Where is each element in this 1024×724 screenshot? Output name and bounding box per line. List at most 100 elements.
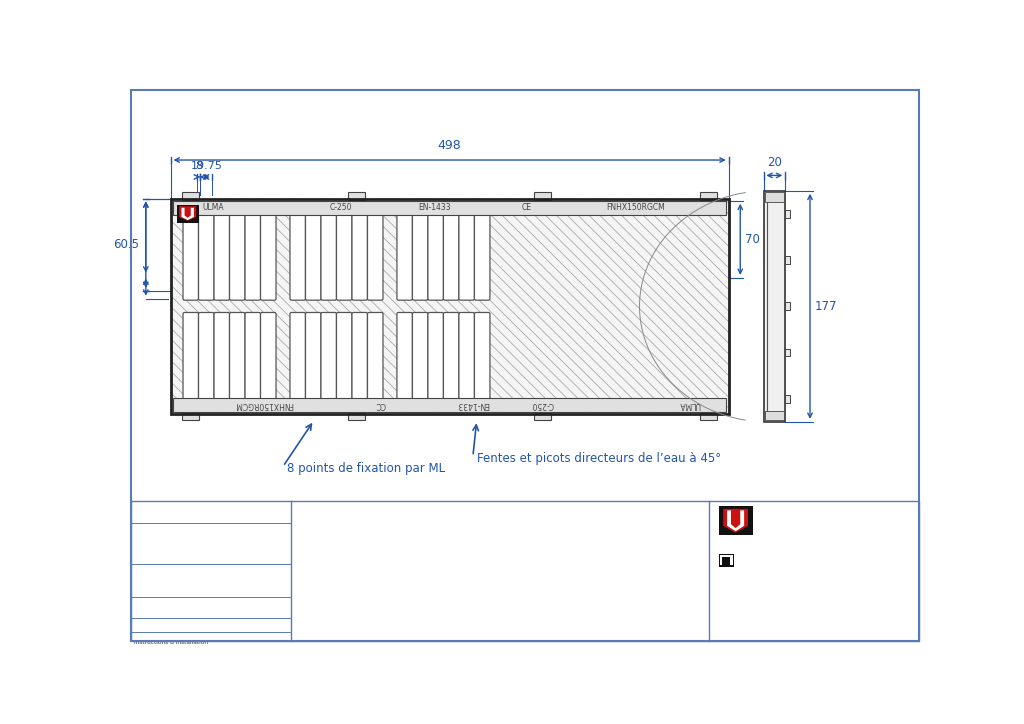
Text: EN-1433: EN-1433 — [418, 203, 451, 212]
Text: info@ulmaarchitectural.com: info@ulmaarchitectural.com — [719, 584, 838, 593]
Bar — [764, 191, 785, 422]
Text: Surface de captation: 391 cm²/ML.: Surface de captation: 391 cm²/ML. — [297, 591, 477, 601]
Text: EN-1433: EN-1433 — [457, 400, 489, 409]
FancyBboxPatch shape — [413, 212, 428, 300]
Text: FNHX150RGCM: FNHX150RGCM — [606, 203, 665, 212]
Text: DRAINAGE
SYSTEMS: DRAINAGE SYSTEMS — [737, 555, 777, 576]
FancyBboxPatch shape — [229, 212, 245, 300]
FancyBboxPatch shape — [459, 212, 474, 300]
Polygon shape — [727, 510, 744, 531]
Bar — [182, 193, 200, 200]
Text: Dernière révision disponible sur le site web
www.ulmaarchitectural.com: Dernière révision disponible sur le site… — [134, 620, 262, 632]
Bar — [131, 501, 919, 641]
FancyBboxPatch shape — [352, 313, 368, 400]
FancyBboxPatch shape — [245, 313, 260, 400]
Text: architectural.com: architectural.com — [736, 594, 816, 602]
FancyBboxPatch shape — [321, 212, 337, 300]
FancyBboxPatch shape — [183, 212, 199, 300]
Text: 8 points de fixation par ML: 8 points de fixation par ML — [287, 461, 445, 474]
Text: L’informations sur le produit représenté est seulement une
orientation et elle e: L’informations sur le produit représenté… — [134, 567, 309, 586]
Bar — [348, 193, 366, 200]
Text: Système de fixation sans vis Rapidlock®, avec 8 points de fixations par ML,: Système de fixation sans vis Rapidlock®,… — [297, 550, 693, 560]
Text: Description: Description — [297, 508, 378, 521]
Text: Pour plus d’informations, consultez les fiches techniques et
instructions d’inst: Pour plus d’informations, consultez les … — [134, 634, 309, 645]
FancyBboxPatch shape — [397, 212, 413, 300]
Bar — [765, 411, 783, 421]
Bar — [173, 201, 726, 215]
Bar — [535, 413, 551, 421]
FancyBboxPatch shape — [305, 313, 321, 400]
Text: 8: 8 — [195, 161, 202, 171]
FancyBboxPatch shape — [290, 313, 305, 400]
Text: En fonte ductile à graphite sphéroïdale , selon la norme NF EN 1563.: En fonte ductile à graphite sphéroïdale … — [297, 529, 655, 539]
FancyBboxPatch shape — [474, 212, 489, 300]
Bar — [535, 193, 551, 200]
Text: 177: 177 — [815, 300, 838, 313]
Text: avec possibilité de fixation boullonné.: avec possibilité de fixation boullonné. — [297, 560, 495, 571]
Text: ULMA Architectural Solutions se réserve le droit de modifier
sans préavis les sp: ULMA Architectural Solutions se réserve … — [134, 525, 311, 537]
FancyBboxPatch shape — [214, 313, 229, 400]
FancyBboxPatch shape — [413, 313, 428, 400]
Bar — [348, 413, 366, 421]
FancyBboxPatch shape — [428, 212, 443, 300]
Bar — [720, 555, 732, 565]
FancyBboxPatch shape — [459, 313, 474, 400]
Text: C-250: C-250 — [330, 203, 352, 212]
FancyBboxPatch shape — [428, 313, 443, 400]
Bar — [700, 193, 717, 200]
Polygon shape — [179, 206, 197, 221]
Text: ARCHITECTURAL: ARCHITECTURAL — [719, 541, 795, 550]
FancyBboxPatch shape — [443, 212, 459, 300]
FancyBboxPatch shape — [290, 212, 305, 300]
Text: Grille nervurée antidérapante référence FNHX150RGCM.: Grille nervurée antidérapante référence … — [297, 518, 592, 529]
Text: Classe de résistance C250, selon la norme NF EN 1433.: Classe de résistance C250, selon la norm… — [297, 539, 587, 549]
Text: ULMA: ULMA — [758, 506, 851, 534]
FancyBboxPatch shape — [368, 313, 383, 400]
Bar — [765, 193, 783, 201]
Text: 19.75: 19.75 — [190, 161, 222, 171]
Bar — [182, 413, 200, 421]
Bar — [785, 349, 790, 356]
FancyBboxPatch shape — [474, 313, 489, 400]
FancyBboxPatch shape — [352, 212, 368, 300]
Text: Tel.: +34 943 78 06 00: Tel.: +34 943 78 06 00 — [719, 575, 813, 584]
Bar — [177, 205, 199, 223]
Bar — [785, 210, 790, 218]
Text: Révision: 2020-01: Révision: 2020-01 — [164, 507, 258, 517]
FancyBboxPatch shape — [199, 212, 214, 300]
Bar — [722, 557, 730, 565]
Bar — [785, 303, 790, 310]
Text: C-250: C-250 — [531, 400, 554, 409]
FancyBboxPatch shape — [337, 313, 352, 400]
Bar — [785, 256, 790, 264]
Text: ULMA: ULMA — [679, 400, 700, 409]
Text: 70: 70 — [744, 233, 760, 246]
Text: Fentes et picots directeurs de l’eau à 45°: Fentes et picots directeurs de l’eau à 4… — [477, 452, 721, 465]
Text: ulma: ulma — [719, 594, 743, 602]
FancyBboxPatch shape — [260, 212, 276, 300]
Text: CC: CC — [375, 400, 385, 409]
FancyBboxPatch shape — [183, 313, 199, 400]
Text: Pour tout litige résultant de la traduction de ce document en
différentes langue: Pour tout litige résultant de la traduct… — [134, 598, 313, 611]
Bar — [171, 198, 729, 414]
Bar — [785, 395, 790, 403]
FancyBboxPatch shape — [229, 313, 245, 400]
Text: ULMA: ULMA — [203, 203, 224, 212]
Polygon shape — [181, 208, 194, 220]
FancyBboxPatch shape — [337, 212, 352, 300]
Text: 60.5: 60.5 — [114, 238, 139, 251]
Bar — [173, 398, 726, 412]
Text: FNHX150RGCM: FNHX150RGCM — [234, 400, 293, 409]
Text: Avec des fentes de protection pour talons et  cannes.: Avec des fentes de protection pour talon… — [297, 581, 575, 591]
Bar — [719, 554, 734, 567]
FancyBboxPatch shape — [321, 313, 337, 400]
FancyBboxPatch shape — [214, 212, 229, 300]
Bar — [171, 198, 729, 414]
FancyBboxPatch shape — [245, 212, 260, 300]
Text: 498: 498 — [437, 139, 462, 152]
Bar — [700, 413, 717, 421]
FancyBboxPatch shape — [305, 212, 321, 300]
Text: Fentes et picots directeurs de l’eau à 45°.: Fentes et picots directeurs de l’eau à 4… — [297, 570, 516, 581]
FancyBboxPatch shape — [397, 313, 413, 400]
FancyBboxPatch shape — [443, 313, 459, 400]
